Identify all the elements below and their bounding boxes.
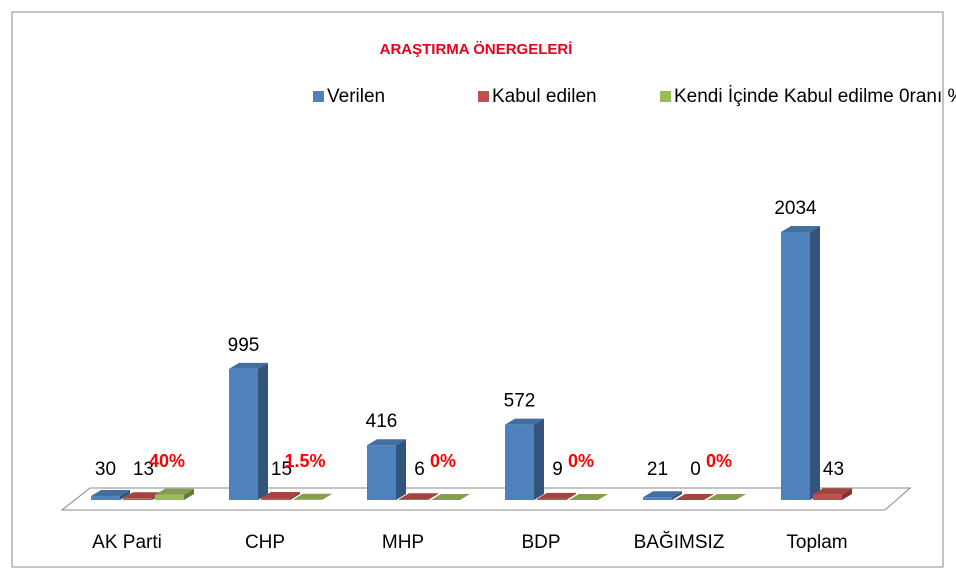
bar-top — [399, 493, 438, 500]
value-label: 1.5% — [284, 451, 325, 471]
bar-side — [672, 491, 682, 500]
bar-side — [322, 493, 332, 500]
legend-label: Kendi İçinde Kabul edilme 0ranı % — [674, 86, 956, 107]
value-label: 0% — [706, 451, 732, 471]
bar-top — [505, 418, 544, 425]
bar-top — [675, 494, 714, 500]
value-label: 15 — [271, 459, 292, 480]
bar-top — [293, 493, 332, 500]
bar-side — [428, 493, 438, 500]
bar-top — [813, 488, 852, 495]
bar-top — [431, 494, 470, 500]
bar-top — [123, 492, 162, 499]
bar-top — [707, 494, 746, 500]
value-label: 572 — [504, 391, 536, 412]
bar — [781, 232, 810, 500]
value-label: 0% — [430, 451, 456, 471]
x-tick-label: AK Parti — [92, 532, 162, 553]
bar-side — [534, 418, 544, 500]
bar — [229, 368, 258, 500]
bar — [813, 494, 842, 500]
x-tick-label: CHP — [245, 532, 285, 553]
bar-side — [396, 439, 406, 500]
bar-top — [643, 491, 682, 498]
bar-top — [537, 492, 576, 499]
bar — [261, 498, 290, 500]
bar-side — [184, 488, 194, 500]
bar — [537, 498, 566, 500]
x-tick-label: BAĞIMSIZ — [634, 531, 725, 553]
bar-top — [261, 492, 300, 499]
value-label: 0 — [690, 459, 701, 480]
bar — [643, 497, 672, 500]
bar-side — [258, 362, 268, 500]
bar-side — [290, 492, 300, 500]
value-label: 30 — [95, 459, 116, 480]
value-label: 43 — [823, 459, 844, 480]
bar — [91, 496, 120, 500]
bar — [399, 499, 428, 500]
value-label: 2034 — [774, 198, 817, 219]
bar-side — [120, 490, 130, 500]
bar-top — [569, 494, 608, 500]
legend-label: Verilen — [327, 86, 385, 107]
value-label: 995 — [228, 335, 260, 356]
bar — [367, 445, 396, 500]
value-label: 416 — [366, 411, 398, 432]
legend-swatch — [313, 91, 324, 102]
x-tick-label: Toplam — [786, 532, 847, 553]
value-label: 40% — [149, 451, 185, 471]
legend-label: Kabul edilen — [492, 86, 597, 107]
value-label: 0% — [568, 451, 594, 471]
bar-side — [810, 226, 820, 500]
bar — [155, 494, 184, 500]
bar — [123, 498, 152, 500]
value-label: 21 — [647, 459, 668, 480]
x-tick-label: MHP — [382, 532, 424, 553]
bar — [505, 424, 534, 500]
value-label: 6 — [414, 459, 425, 480]
chart-title: ARAŞTIRMA ÖNERGELERİ — [380, 41, 573, 58]
value-label: 13 — [133, 459, 154, 480]
bar-top — [367, 439, 406, 446]
bar-top — [781, 226, 820, 232]
bar-top — [229, 362, 268, 369]
bar-top — [155, 488, 194, 495]
bar-side — [566, 492, 576, 500]
bar-side — [842, 488, 852, 500]
legend-swatch — [478, 91, 489, 102]
value-label: 9 — [552, 459, 563, 480]
bar-top — [91, 490, 130, 497]
legend-swatch — [660, 91, 671, 102]
x-tick-label: BDP — [521, 532, 560, 553]
